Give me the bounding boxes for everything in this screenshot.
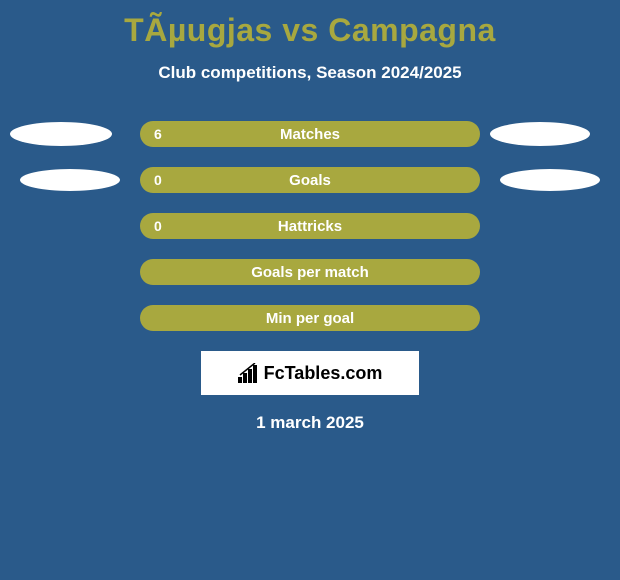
stat-value-goals: 0 <box>154 172 162 188</box>
logo-text: FcTables.com <box>264 363 383 384</box>
stat-label-hattricks: Hattricks <box>278 218 342 235</box>
ellipse-left-0 <box>10 122 112 146</box>
stat-bar-mpg: Min per goal <box>140 305 480 331</box>
stat-row-goals: 0 Goals <box>0 167 620 193</box>
stat-bar-hattricks: 0 Hattricks <box>140 213 480 239</box>
logo-box: FcTables.com <box>201 351 419 395</box>
stat-bar-matches: 6 Matches <box>140 121 480 147</box>
ellipse-right-1 <box>500 169 600 191</box>
stat-value-matches: 6 <box>154 126 162 142</box>
stat-label-goals: Goals <box>289 172 331 189</box>
stat-value-hattricks: 0 <box>154 218 162 234</box>
stat-label-gpm: Goals per match <box>251 264 369 281</box>
stat-row-gpm: Goals per match <box>0 259 620 285</box>
ellipse-right-0 <box>490 122 590 146</box>
stat-label-matches: Matches <box>280 126 340 143</box>
chart-icon <box>238 363 260 383</box>
ellipse-left-1 <box>20 169 120 191</box>
stat-bar-goals: 0 Goals <box>140 167 480 193</box>
stats-content: 6 Matches 0 Goals 0 Hattricks Goals per … <box>0 121 620 433</box>
main-container: TÃµugjas vs Campagna Club competitions, … <box>0 0 620 580</box>
date-label: 1 march 2025 <box>0 413 620 433</box>
stat-row-hattricks: 0 Hattricks <box>0 213 620 239</box>
stat-bar-gpm: Goals per match <box>140 259 480 285</box>
logo-inner: FcTables.com <box>238 363 383 384</box>
page-title: TÃµugjas vs Campagna <box>0 0 620 49</box>
subtitle: Club competitions, Season 2024/2025 <box>0 63 620 83</box>
stat-row-matches: 6 Matches <box>0 121 620 147</box>
stat-row-mpg: Min per goal <box>0 305 620 331</box>
stat-label-mpg: Min per goal <box>266 310 354 327</box>
